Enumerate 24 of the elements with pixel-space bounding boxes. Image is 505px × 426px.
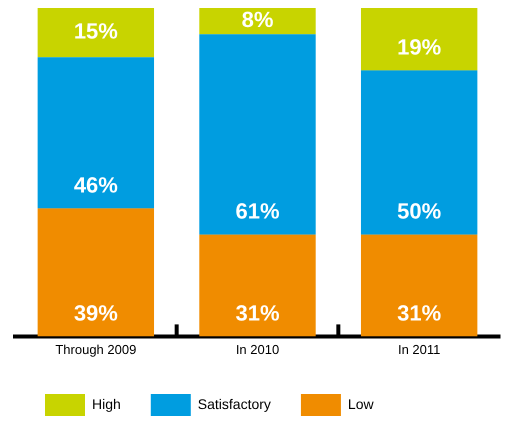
x-tick-label: Through 2009 — [55, 342, 136, 357]
data-label: 19% — [397, 34, 442, 60]
x-tick-label: In 2010 — [236, 342, 280, 357]
data-label: 31% — [235, 300, 280, 326]
bar — [360, 70, 478, 235]
data-label: 8% — [242, 7, 274, 32]
x-tick-label: In 2011 — [398, 342, 440, 357]
bar — [199, 8, 316, 34]
legend-label: High — [92, 396, 121, 412]
bar — [360, 8, 478, 70]
data-label: 61% — [235, 198, 280, 224]
bar — [38, 208, 154, 336]
data-label: 39% — [74, 300, 118, 326]
legend-label: Low — [348, 396, 375, 412]
bar — [199, 34, 316, 235]
bar — [38, 57, 154, 208]
data-label: 31% — [397, 300, 442, 326]
bar — [199, 234, 316, 336]
data-label: 15% — [74, 18, 118, 44]
data-label: 46% — [74, 172, 118, 198]
data-label: 50% — [397, 198, 442, 224]
bar — [360, 234, 478, 336]
bar — [38, 8, 154, 58]
legend-label: Satisfactory — [198, 396, 271, 412]
